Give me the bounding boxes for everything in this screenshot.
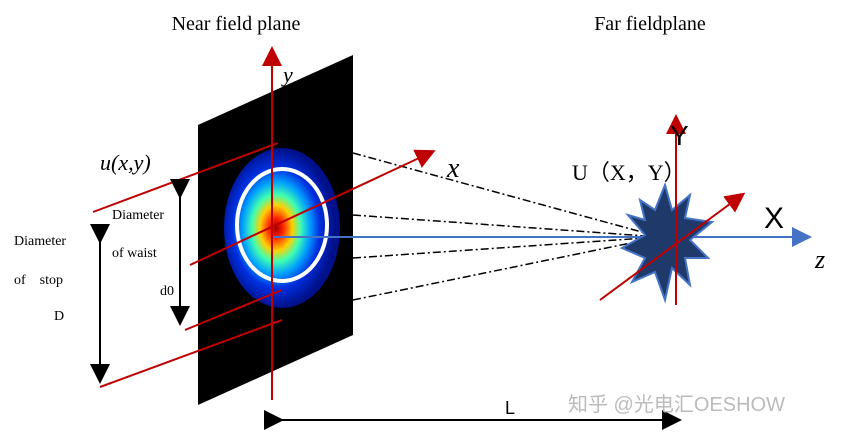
watermark: 知乎 @光电汇OESHOW <box>568 393 785 416</box>
dimension-arrows <box>90 179 682 430</box>
rays <box>352 152 661 301</box>
waist-label: Diameter <box>112 208 164 223</box>
stop-label: Diameter <box>14 234 66 249</box>
stop-label: of stop <box>14 273 63 288</box>
waist-ring <box>235 167 329 283</box>
beam-spot <box>224 148 340 308</box>
far-x-label: X <box>764 202 784 235</box>
far-field-label: U（X，Y） <box>572 160 686 185</box>
near-title: Near field plane <box>172 13 301 35</box>
far-spot <box>619 181 715 304</box>
near-x-label: x <box>446 153 460 184</box>
far-y-label: Y <box>670 120 689 151</box>
waist-label: of waist <box>112 246 157 261</box>
far-title: Far fieldplane <box>594 13 706 35</box>
stop-symbol: D <box>54 309 64 324</box>
distance-label: L <box>505 398 515 418</box>
z-label: z <box>814 245 825 274</box>
far-axes <box>599 114 746 305</box>
near-axes <box>92 46 436 400</box>
near-field-label: u(x,y) <box>100 150 151 175</box>
waist-symbol: d0 <box>160 284 174 299</box>
near-y-label: y <box>281 62 293 87</box>
